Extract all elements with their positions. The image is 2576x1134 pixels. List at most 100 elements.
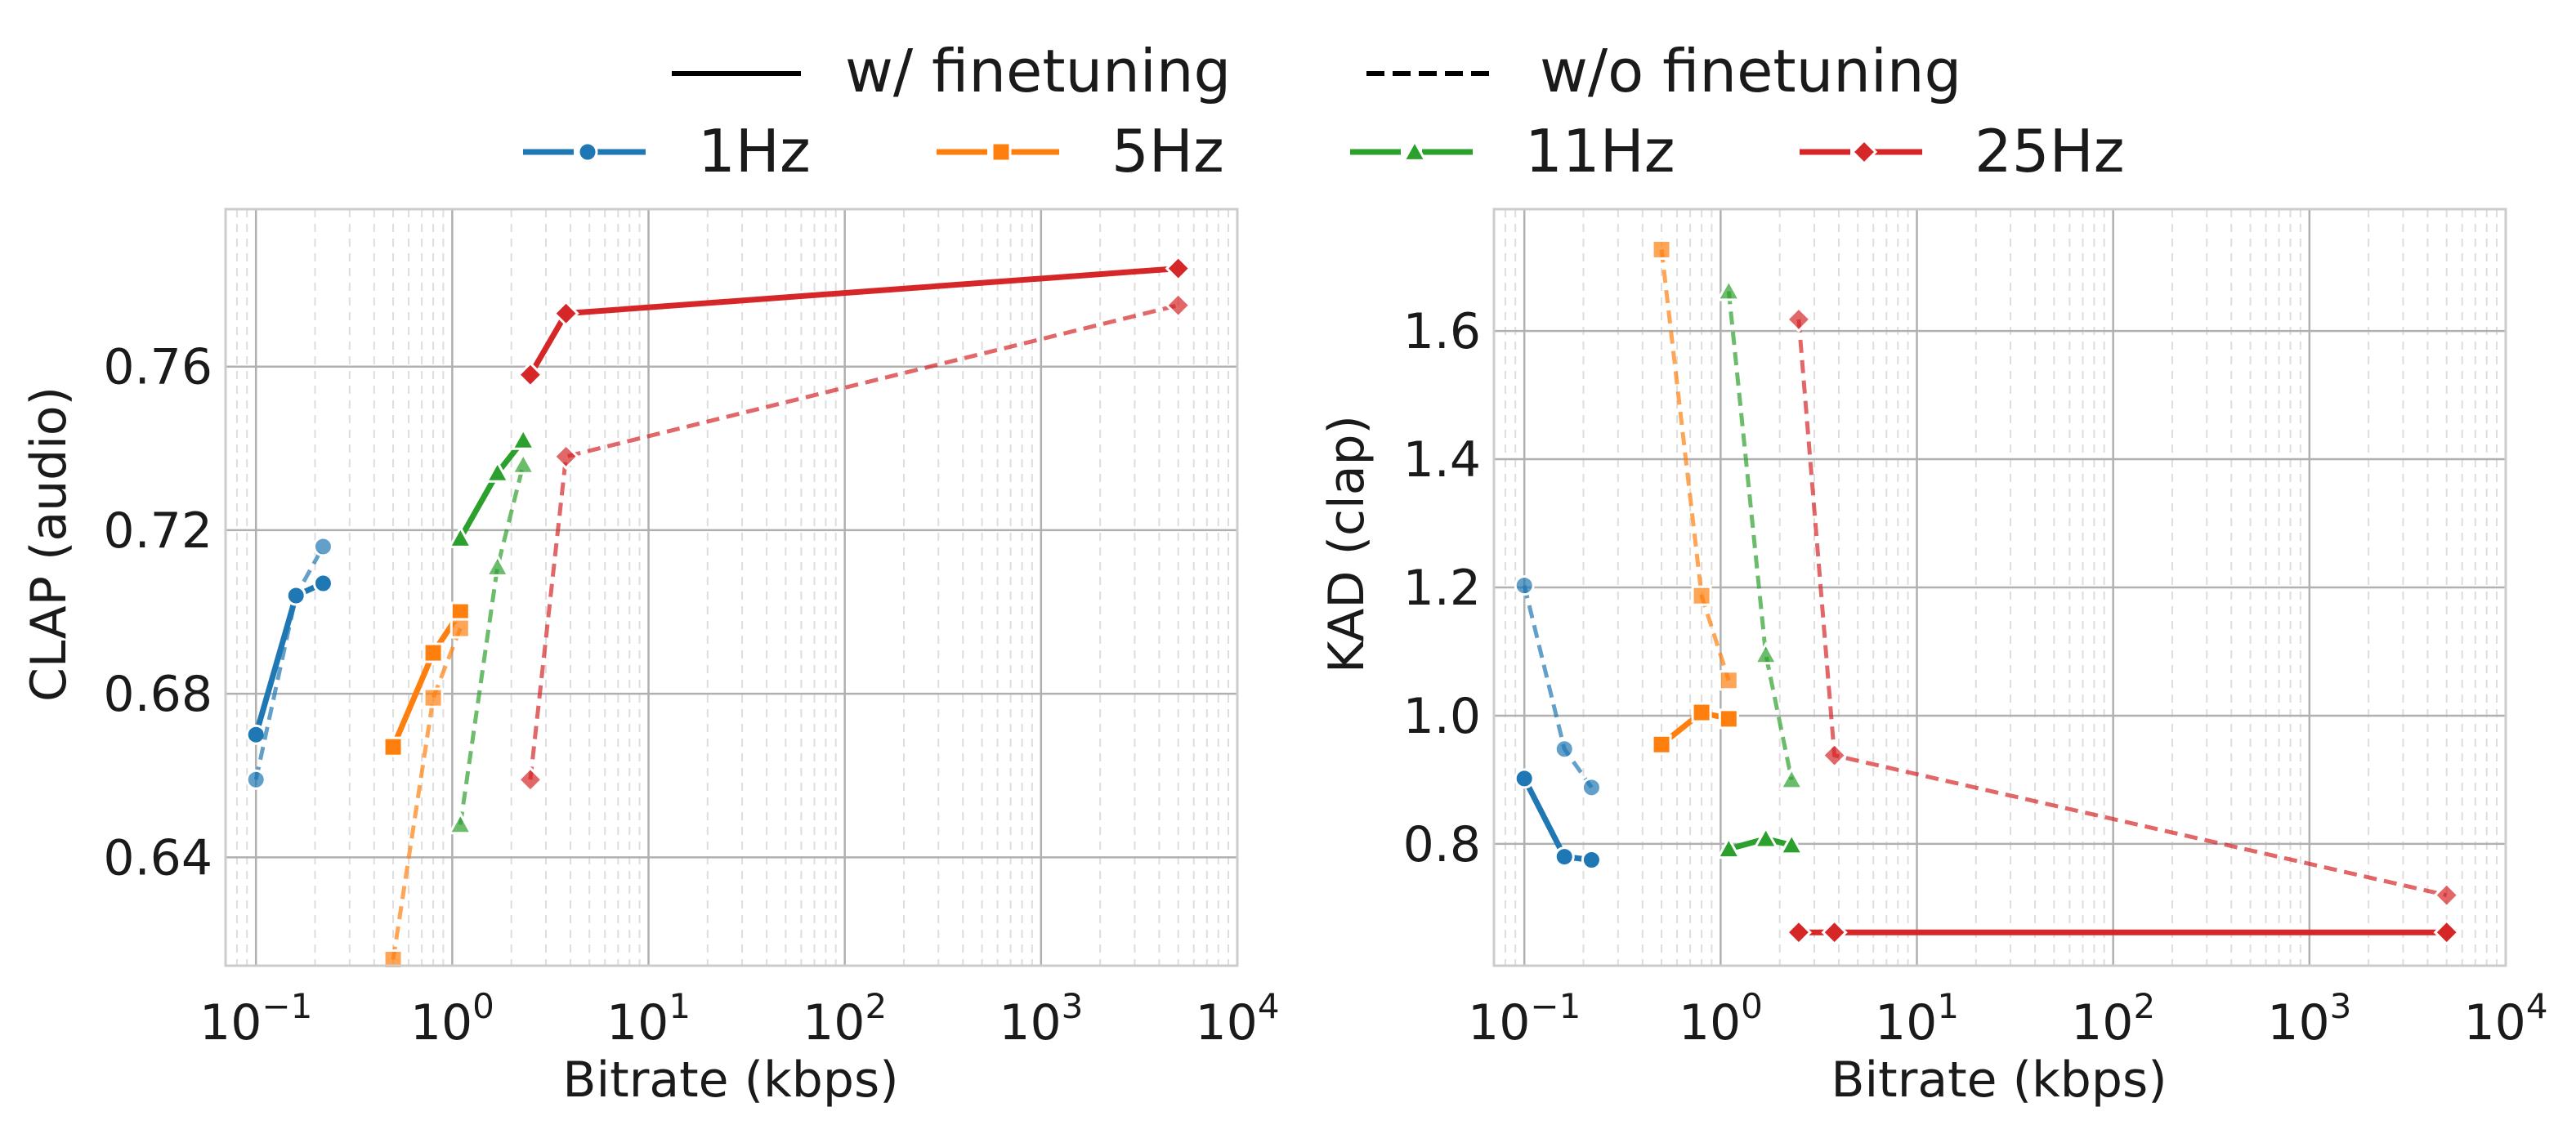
legend-5hz-label: 5Hz bbox=[1111, 117, 1224, 185]
clap-audio-series-11hz-no-finetuning bbox=[447, 451, 536, 835]
legend-item-1hz: 1Hz bbox=[523, 117, 811, 185]
clap-audio-chart: 10−1 100 101 102 103 104 0.64 0.68 0.72 0.76 Bitr… bbox=[20, 208, 1280, 1109]
kad-clap-series-11hz-no-finetuning-line bbox=[1726, 291, 1794, 780]
clap-audio-series-25hz-no-finetuning-point bbox=[1165, 292, 1192, 319]
kad-clap-series-11hz-finetuned-point bbox=[1715, 836, 1742, 859]
clap-audio-series-25hz-finetuned-point bbox=[1165, 255, 1192, 282]
kad-clap-y-tick-label: 1.4 bbox=[1403, 431, 1481, 489]
kad-clap-y-tick-label: 0.8 bbox=[1403, 816, 1481, 873]
kad-clap-y-tick-label: 1.0 bbox=[1403, 688, 1481, 745]
legend-1hz-label: 1Hz bbox=[698, 117, 811, 185]
kad-clap-x-tick-label: 100 bbox=[1679, 986, 1763, 1051]
kad-clap-y-tick-label: 1.6 bbox=[1403, 303, 1481, 360]
clap-audio-x-tick-label: 102 bbox=[803, 986, 887, 1051]
kad-clap-y-axis-label: KAD (clap) bbox=[1318, 415, 1375, 673]
clap-audio-series-11hz-finetuned-point bbox=[485, 459, 511, 483]
clap-audio-series-25hz-no-finetuning-point bbox=[552, 443, 579, 470]
clap-audio-series-25hz-finetuned-point bbox=[552, 300, 579, 327]
legend-5hz-marker bbox=[991, 141, 1012, 163]
legend-item-5hz: 5Hz bbox=[937, 117, 1224, 185]
legend-series: 1Hz 5Hz 11Hz 25Hz bbox=[523, 117, 2125, 185]
clap-audio-x-tick-label: 103 bbox=[999, 986, 1083, 1051]
kad-clap-series-11hz-finetuned-point bbox=[1778, 832, 1805, 855]
kad-clap-plot-frame bbox=[1492, 208, 2507, 967]
clap-audio-x-axis-label: Bitrate (kbps) bbox=[562, 1051, 898, 1109]
kad-clap-series-11hz-no-finetuning bbox=[1715, 278, 1805, 790]
kad-clap-series-1hz-finetuned-point bbox=[1581, 850, 1602, 871]
legend-style-solid: w/ finetuning bbox=[672, 37, 1231, 105]
clap-audio-x-tick-label: 104 bbox=[1195, 986, 1279, 1051]
kad-clap-series-5hz-finetuned bbox=[1651, 702, 1739, 755]
clap-audio-series-25hz-no-finetuning-point bbox=[517, 766, 544, 793]
clap-audio-series-5hz-no-finetuning-point bbox=[423, 687, 444, 708]
kad-clap-y-tick-label: 1.2 bbox=[1403, 560, 1481, 617]
clap-audio-series-1hz-no-finetuning-point bbox=[285, 585, 306, 606]
kad-clap-series-25hz-no-finetuning-point bbox=[1785, 306, 1813, 333]
clap-audio-series-11hz-no-finetuning-point bbox=[485, 553, 511, 577]
kad-clap-series-11hz-no-finetuning-point bbox=[1753, 641, 1779, 665]
clap-audio-series-25hz-finetuned-point bbox=[517, 361, 544, 388]
clap-audio-series-1hz-no-finetuning-point bbox=[312, 536, 333, 557]
clap-audio-series bbox=[245, 255, 1192, 970]
kad-clap-series-11hz-finetuned bbox=[1715, 825, 1805, 859]
clap-audio-y-axis-label: CLAP (audio) bbox=[20, 386, 78, 702]
kad-clap-x-tick-label: 10−1 bbox=[1468, 986, 1581, 1051]
kad-clap-series-25hz-no-finetuning-point bbox=[2433, 882, 2460, 909]
kad-clap-series-5hz-finetuned-point bbox=[1691, 702, 1712, 723]
clap-audio-series-5hz-finetuned-point bbox=[423, 642, 444, 663]
kad-clap-series-1hz-no-finetuning bbox=[1514, 575, 1602, 798]
clap-audio-series-11hz-finetuned bbox=[447, 426, 536, 548]
clap-audio-series-1hz-finetuned-point bbox=[312, 573, 333, 594]
clap-audio-series-1hz-no-finetuning bbox=[245, 536, 333, 790]
clap-audio-series-1hz-no-finetuning-point bbox=[245, 769, 266, 790]
clap-audio-y-tick-label: 0.64 bbox=[103, 829, 212, 886]
clap-audio-axes: 10−1 100 101 102 103 104 0.64 0.68 0.72 0.76 bbox=[103, 208, 1280, 1051]
clap-audio-series-1hz-finetuned-point bbox=[245, 724, 266, 745]
legend-25hz-label: 25Hz bbox=[1974, 117, 2125, 185]
kad-clap-series-25hz-no-finetuning-point bbox=[1821, 742, 1848, 769]
kad-clap-series-11hz-finetuned-point bbox=[1753, 825, 1779, 849]
kad-clap-series-25hz-finetuned-point bbox=[1821, 919, 1848, 946]
clap-audio-series-11hz-finetuned-point bbox=[510, 426, 536, 450]
clap-audio-series-5hz-no-finetuning bbox=[382, 618, 471, 970]
kad-clap-series-5hz-no-finetuning bbox=[1651, 239, 1739, 691]
clap-audio-x-tick-label: 101 bbox=[606, 986, 691, 1051]
clap-audio-series-5hz-no-finetuning-point bbox=[449, 618, 471, 639]
kad-clap-series-25hz-finetuned-point bbox=[1785, 919, 1813, 946]
kad-clap-series-1hz-no-finetuning-point bbox=[1554, 739, 1575, 760]
kad-clap-series-5hz-finetuned-point bbox=[1651, 734, 1672, 755]
kad-clap-chart: 10−1 100 101 102 103 104 0.8 1.0 1.2 1.4 1.6 Bitra… bbox=[1318, 208, 2548, 1109]
legend-11hz-marker bbox=[1402, 138, 1428, 162]
clap-audio-x-tick-label: 10−1 bbox=[199, 986, 312, 1051]
kad-clap-series-5hz-no-finetuning-point bbox=[1691, 585, 1712, 606]
kad-clap-series-1hz-no-finetuning-point bbox=[1514, 575, 1535, 596]
kad-clap-series-25hz-finetuned bbox=[1785, 919, 2460, 946]
kad-clap-series-5hz-no-finetuning-point bbox=[1718, 670, 1739, 691]
clap-audio-plot-frame bbox=[224, 208, 1239, 967]
clap-audio-series-25hz-finetuned bbox=[517, 255, 1192, 388]
clap-audio-series-5hz-finetuned-point bbox=[382, 736, 404, 757]
clap-audio-series-5hz-no-finetuning-point bbox=[382, 949, 404, 970]
kad-clap-series-5hz-no-finetuning-point bbox=[1651, 239, 1672, 260]
legend-style-dashed-label: w/o finetuning bbox=[1540, 37, 1961, 105]
kad-clap-series-1hz-finetuned-point bbox=[1554, 846, 1575, 868]
kad-clap-x-tick-label: 102 bbox=[2071, 986, 2155, 1051]
kad-clap-series-1hz-finetuned-point bbox=[1514, 768, 1535, 789]
kad-clap-series-1hz-finetuned bbox=[1514, 768, 1602, 871]
legend-style-solid-label: w/ finetuning bbox=[845, 37, 1231, 105]
kad-clap-series-1hz-no-finetuning-point bbox=[1581, 777, 1602, 798]
legend-item-25hz: 25Hz bbox=[1800, 117, 2125, 185]
kad-clap-x-tick-label: 104 bbox=[2463, 986, 2547, 1051]
clap-audio-series-25hz-no-finetuning bbox=[517, 292, 1192, 793]
kad-clap-series bbox=[1514, 239, 2460, 946]
legend-25hz-marker bbox=[1850, 138, 1878, 166]
legend-11hz-label: 11Hz bbox=[1525, 117, 1675, 185]
clap-audio-series-11hz-no-finetuning-point bbox=[510, 451, 536, 475]
clap-audio-series-11hz-no-finetuning-line bbox=[458, 464, 525, 825]
legend-style-dashed: w/o finetuning bbox=[1366, 37, 1961, 105]
clap-audio-y-tick-label: 0.72 bbox=[103, 502, 212, 560]
kad-clap-series-11hz-no-finetuning-point bbox=[1715, 278, 1742, 301]
kad-clap-series-5hz-finetuned-point bbox=[1718, 708, 1739, 730]
clap-audio-series-5hz-no-finetuning-line bbox=[391, 627, 463, 960]
